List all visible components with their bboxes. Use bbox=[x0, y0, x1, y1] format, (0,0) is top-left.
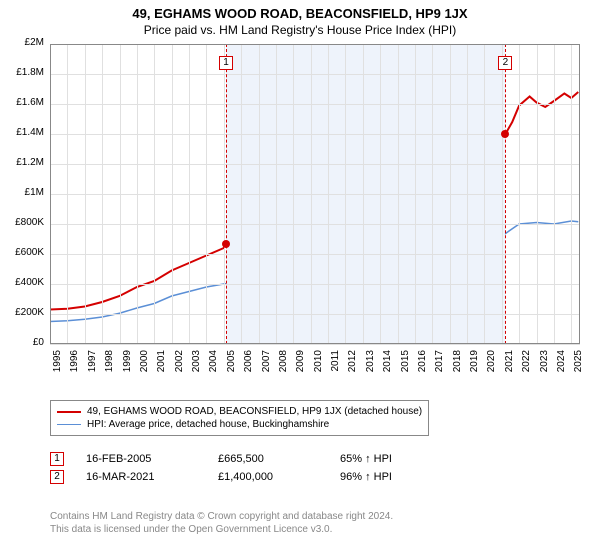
chart-container: { "title": { "line1": "49, EGHAMS WOOD R… bbox=[0, 0, 600, 560]
y-tick-label: £2M bbox=[0, 37, 44, 48]
transaction-vs-hpi: 96% ↑ HPI bbox=[340, 471, 392, 483]
y-tick-label: £1.2M bbox=[0, 157, 44, 168]
x-tick-label: 2007 bbox=[261, 350, 272, 380]
x-tick-label: 2025 bbox=[573, 350, 584, 380]
plot-area bbox=[50, 44, 580, 344]
x-tick-label: 2020 bbox=[486, 350, 497, 380]
transaction-vs-hpi: 65% ↑ HPI bbox=[340, 453, 392, 465]
x-tick-label: 1997 bbox=[87, 350, 98, 380]
footer-line2: This data is licensed under the Open Gov… bbox=[50, 523, 393, 536]
x-tick-label: 2001 bbox=[156, 350, 167, 380]
x-tick-label: 2012 bbox=[347, 350, 358, 380]
x-tick-label: 2005 bbox=[226, 350, 237, 380]
x-tick-label: 2018 bbox=[452, 350, 463, 380]
transaction-date: 16-MAR-2021 bbox=[86, 471, 196, 483]
y-tick-label: £1.4M bbox=[0, 127, 44, 138]
x-tick-label: 2022 bbox=[521, 350, 532, 380]
x-tick-label: 2009 bbox=[295, 350, 306, 380]
legend-item: 49, EGHAMS WOOD ROAD, BEACONSFIELD, HP9 … bbox=[57, 405, 422, 418]
transaction-price: £665,500 bbox=[218, 453, 318, 465]
x-tick-label: 2014 bbox=[382, 350, 393, 380]
x-tick-label: 2004 bbox=[208, 350, 219, 380]
x-tick-label: 2021 bbox=[504, 350, 515, 380]
x-tick-label: 2002 bbox=[174, 350, 185, 380]
x-tick-label: 1995 bbox=[52, 350, 63, 380]
transaction-date: 16-FEB-2005 bbox=[86, 453, 196, 465]
transaction-row: 2 16-MAR-2021 £1,400,000 96% ↑ HPI bbox=[50, 468, 392, 486]
y-tick-label: £600K bbox=[0, 247, 44, 258]
x-tick-label: 2008 bbox=[278, 350, 289, 380]
transaction-id-box: 1 bbox=[50, 452, 64, 466]
x-tick-label: 1999 bbox=[122, 350, 133, 380]
y-tick-label: £400K bbox=[0, 277, 44, 288]
footer-attribution: Contains HM Land Registry data © Crown c… bbox=[50, 510, 393, 536]
legend-label: 49, EGHAMS WOOD ROAD, BEACONSFIELD, HP9 … bbox=[87, 406, 422, 417]
legend-item: HPI: Average price, detached house, Buck… bbox=[57, 418, 422, 431]
legend-swatch bbox=[57, 411, 81, 413]
x-tick-label: 2006 bbox=[243, 350, 254, 380]
y-tick-label: £1M bbox=[0, 187, 44, 198]
x-tick-label: 1998 bbox=[104, 350, 115, 380]
y-tick-label: £0 bbox=[0, 337, 44, 348]
y-tick-label: £800K bbox=[0, 217, 44, 228]
x-tick-label: 2003 bbox=[191, 350, 202, 380]
x-tick-label: 2016 bbox=[417, 350, 428, 380]
x-tick-label: 2010 bbox=[313, 350, 324, 380]
y-tick-label: £200K bbox=[0, 307, 44, 318]
x-tick-label: 2013 bbox=[365, 350, 376, 380]
legend: 49, EGHAMS WOOD ROAD, BEACONSFIELD, HP9 … bbox=[50, 400, 429, 436]
transactions-table: 1 16-FEB-2005 £665,500 65% ↑ HPI 2 16-MAR-202… bbox=[50, 450, 392, 486]
transaction-row: 1 16-FEB-2005 £665,500 65% ↑ HPI bbox=[50, 450, 392, 468]
footer-line1: Contains HM Land Registry data © Crown c… bbox=[50, 510, 393, 523]
x-tick-label: 2017 bbox=[434, 350, 445, 380]
transaction-id-box: 2 bbox=[50, 470, 64, 484]
legend-label: HPI: Average price, detached house, Buck… bbox=[87, 419, 329, 430]
y-tick-label: £1.8M bbox=[0, 67, 44, 78]
y-tick-label: £1.6M bbox=[0, 97, 44, 108]
x-tick-label: 2011 bbox=[330, 350, 341, 380]
legend-swatch bbox=[57, 424, 81, 425]
x-tick-label: 1996 bbox=[69, 350, 80, 380]
x-tick-label: 2000 bbox=[139, 350, 150, 380]
x-tick-label: 2015 bbox=[400, 350, 411, 380]
gridline-h bbox=[50, 344, 580, 345]
x-tick-label: 2024 bbox=[556, 350, 567, 380]
transaction-price: £1,400,000 bbox=[218, 471, 318, 483]
x-tick-label: 2023 bbox=[539, 350, 550, 380]
x-tick-label: 2019 bbox=[469, 350, 480, 380]
